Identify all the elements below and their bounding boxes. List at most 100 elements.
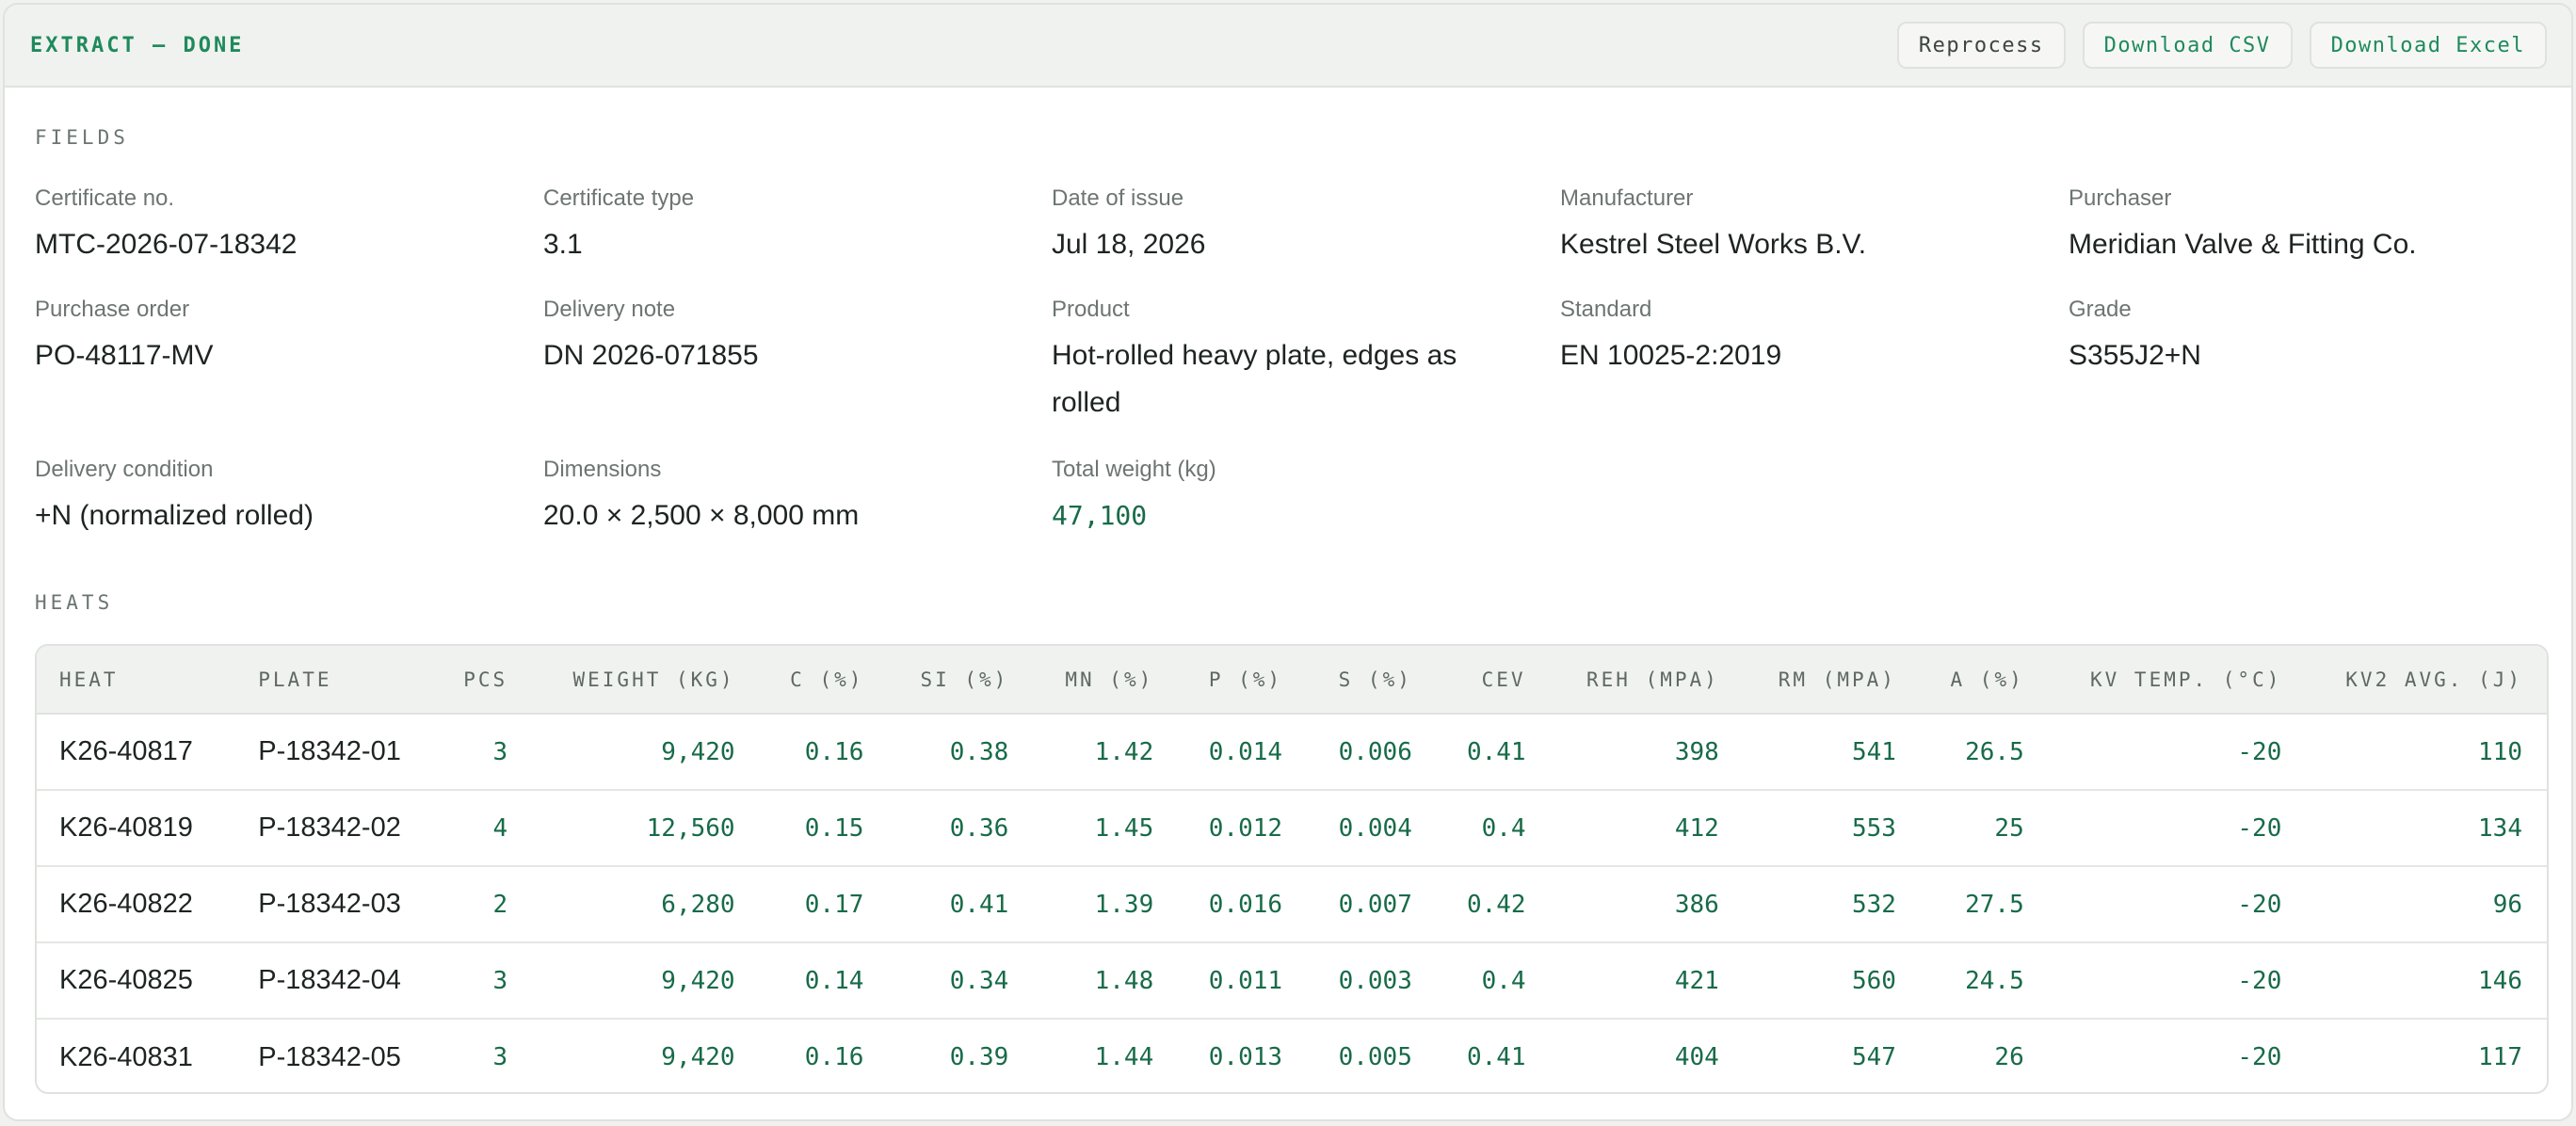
column-header: HEAT bbox=[37, 646, 236, 715]
table-cell: 26 bbox=[1920, 1018, 2049, 1092]
table-cell: 0.16 bbox=[804, 737, 864, 766]
table-cell: P-18342-01 bbox=[258, 736, 401, 766]
column-header: PLATE bbox=[235, 646, 449, 715]
table-cell: 541 bbox=[1851, 737, 1896, 766]
table-cell: 0.15 bbox=[759, 789, 889, 866]
table-cell: 0.41 bbox=[888, 865, 1034, 942]
field-label: Purchase order bbox=[35, 297, 190, 322]
table-cell: 532 bbox=[1743, 865, 1921, 942]
field-label: Date of issue bbox=[1052, 185, 1184, 211]
extract-result-card: EXTRACT — DONE Reprocess Download CSV Do… bbox=[3, 3, 2573, 1121]
table-cell: -20 bbox=[2237, 737, 2282, 766]
field-manufacturer: Manufacturer Kestrel Steel Works B.V. bbox=[1560, 184, 2050, 268]
action-buttons: Reprocess Download CSV Download Excel bbox=[1896, 22, 2547, 69]
fields-section-title: FIELDS bbox=[35, 126, 129, 149]
field-total-weight: Total weight (kg) 47,100 bbox=[1052, 455, 1541, 539]
table-cell: 1.48 bbox=[1033, 941, 1179, 1019]
field-value: 47,100 bbox=[1052, 500, 1148, 531]
field-label: Certificate type bbox=[543, 185, 695, 211]
table-cell: 0.42 bbox=[1436, 865, 1551, 942]
table-cell: 110 bbox=[2478, 737, 2522, 766]
table-cell: 1.42 bbox=[1094, 737, 1154, 766]
table-cell: 0.34 bbox=[888, 941, 1034, 1019]
heats-table: HEAT PLATE PCS WEIGHT (KG) C (%) SI (%) … bbox=[37, 646, 2547, 1092]
table-cell: 3 bbox=[448, 941, 533, 1019]
table-cell: 560 bbox=[1743, 941, 1921, 1019]
field-value: EN 10025-2:2019 bbox=[1560, 340, 1782, 371]
field-label: Product bbox=[1052, 297, 1130, 322]
table-row[interactable]: K26-40817 P-18342-01 3 9,420 0.16 0.38 1.42 0.0… bbox=[37, 714, 2547, 790]
field-product: Product Hot-rolled heavy plate, edges as… bbox=[1052, 295, 1504, 426]
field-value: Meridian Valve & Fitting Co. bbox=[2069, 229, 2417, 260]
top-bar: EXTRACT — DONE Reprocess Download CSV Do… bbox=[5, 5, 2571, 88]
table-cell: 9,420 bbox=[532, 1018, 760, 1092]
table-row[interactable]: K26-40825 P-18342-04 3 9,420 0.14 0.34 1.48 0.0… bbox=[37, 941, 2547, 1019]
column-header: REH (MPA) bbox=[1550, 646, 1744, 715]
field-value: 20.0 × 2,500 × 8,000 mm bbox=[543, 500, 860, 531]
table-cell: 0.14 bbox=[759, 941, 889, 1019]
table-cell: 547 bbox=[1743, 1018, 1921, 1092]
column-header: WEIGHT (KG) bbox=[532, 646, 760, 715]
table-header-row: HEAT PLATE PCS WEIGHT (KG) C (%) SI (%) … bbox=[37, 646, 2547, 715]
column-header: MN (%) bbox=[1033, 646, 1179, 715]
table-cell: K26-40817 bbox=[59, 736, 193, 766]
table-cell: 0.39 bbox=[888, 1018, 1034, 1092]
column-header: KV2 AVG. (J) bbox=[2306, 646, 2547, 715]
table-cell: 0.005 bbox=[1307, 1018, 1437, 1092]
table-cell: 553 bbox=[1743, 789, 1921, 866]
table-cell: 134 bbox=[2306, 789, 2547, 866]
table-cell: 0.16 bbox=[759, 1018, 889, 1092]
field-purchaser: Purchaser Meridian Valve & Fitting Co. bbox=[2069, 184, 2558, 268]
table-cell: 0.013 bbox=[1178, 1018, 1308, 1092]
column-header: P (%) bbox=[1178, 646, 1308, 715]
table-cell: 0.4 bbox=[1436, 789, 1551, 866]
reprocess-button[interactable]: Reprocess bbox=[1896, 22, 2066, 69]
table-cell: -20 bbox=[2048, 789, 2307, 866]
table-cell: 1.44 bbox=[1033, 1018, 1179, 1092]
table-cell: P-18342-03 bbox=[235, 865, 449, 942]
table-cell: 1.39 bbox=[1033, 865, 1179, 942]
table-cell: 3 bbox=[492, 737, 508, 766]
field-grade: Grade S355J2+N bbox=[2069, 295, 2558, 379]
table-cell: 404 bbox=[1550, 1018, 1744, 1092]
table-row[interactable]: K26-40819 P-18342-02 4 12,560 0.15 0.36 1.45 0.… bbox=[37, 789, 2547, 866]
field-value: Kestrel Steel Works B.V. bbox=[1560, 229, 1867, 260]
table-row[interactable]: K26-40822 P-18342-03 2 6,280 0.17 0.41 1.39 0.0… bbox=[37, 865, 2547, 942]
field-dimensions: Dimensions 20.0 × 2,500 × 8,000 mm bbox=[543, 455, 1033, 539]
table-cell: 12,560 bbox=[532, 789, 760, 866]
table-cell: 4 bbox=[448, 789, 533, 866]
field-value: DN 2026-071855 bbox=[543, 340, 759, 371]
download-csv-button[interactable]: Download CSV bbox=[2082, 22, 2293, 69]
table-cell: 0.36 bbox=[888, 789, 1034, 866]
table-cell: 27.5 bbox=[1920, 865, 2049, 942]
column-header: SI (%) bbox=[888, 646, 1034, 715]
field-certificate-type: Certificate type 3.1 bbox=[543, 184, 1033, 268]
field-label: Delivery condition bbox=[35, 457, 214, 482]
field-standard: Standard EN 10025-2:2019 bbox=[1560, 295, 2050, 379]
table-row[interactable]: K26-40831 P-18342-05 3 9,420 0.16 0.39 1.44 0.0… bbox=[37, 1018, 2547, 1092]
field-value: PO-48117-MV bbox=[35, 340, 214, 371]
table-cell: 26.5 bbox=[1965, 737, 2024, 766]
column-header: C (%) bbox=[759, 646, 889, 715]
field-certificate-no: Certificate no. MTC-2026-07-18342 bbox=[35, 184, 524, 268]
heats-table-container: HEAT PLATE PCS WEIGHT (KG) C (%) SI (%) … bbox=[35, 644, 2549, 1094]
table-cell: 0.014 bbox=[1208, 737, 1283, 766]
table-cell: 117 bbox=[2306, 1018, 2547, 1092]
table-cell: 0.41 bbox=[1436, 1018, 1551, 1092]
download-excel-button[interactable]: Download Excel bbox=[2309, 22, 2547, 69]
table-cell: 0.41 bbox=[1466, 737, 1526, 766]
column-header: PCS bbox=[448, 646, 533, 715]
table-cell: 6,280 bbox=[532, 865, 760, 942]
column-header: KV TEMP. (°C) bbox=[2048, 646, 2307, 715]
table-cell: -20 bbox=[2048, 941, 2307, 1019]
table-cell: 0.006 bbox=[1338, 737, 1412, 766]
field-label: Total weight (kg) bbox=[1052, 457, 1216, 482]
table-cell: 146 bbox=[2306, 941, 2547, 1019]
table-cell: 3 bbox=[448, 1018, 533, 1092]
field-label: Grade bbox=[2069, 297, 2132, 322]
table-cell: 2 bbox=[448, 865, 533, 942]
field-value: 3.1 bbox=[543, 229, 583, 260]
table-cell: 421 bbox=[1550, 941, 1744, 1019]
table-cell: 0.17 bbox=[759, 865, 889, 942]
table-cell: P-18342-02 bbox=[235, 789, 449, 866]
